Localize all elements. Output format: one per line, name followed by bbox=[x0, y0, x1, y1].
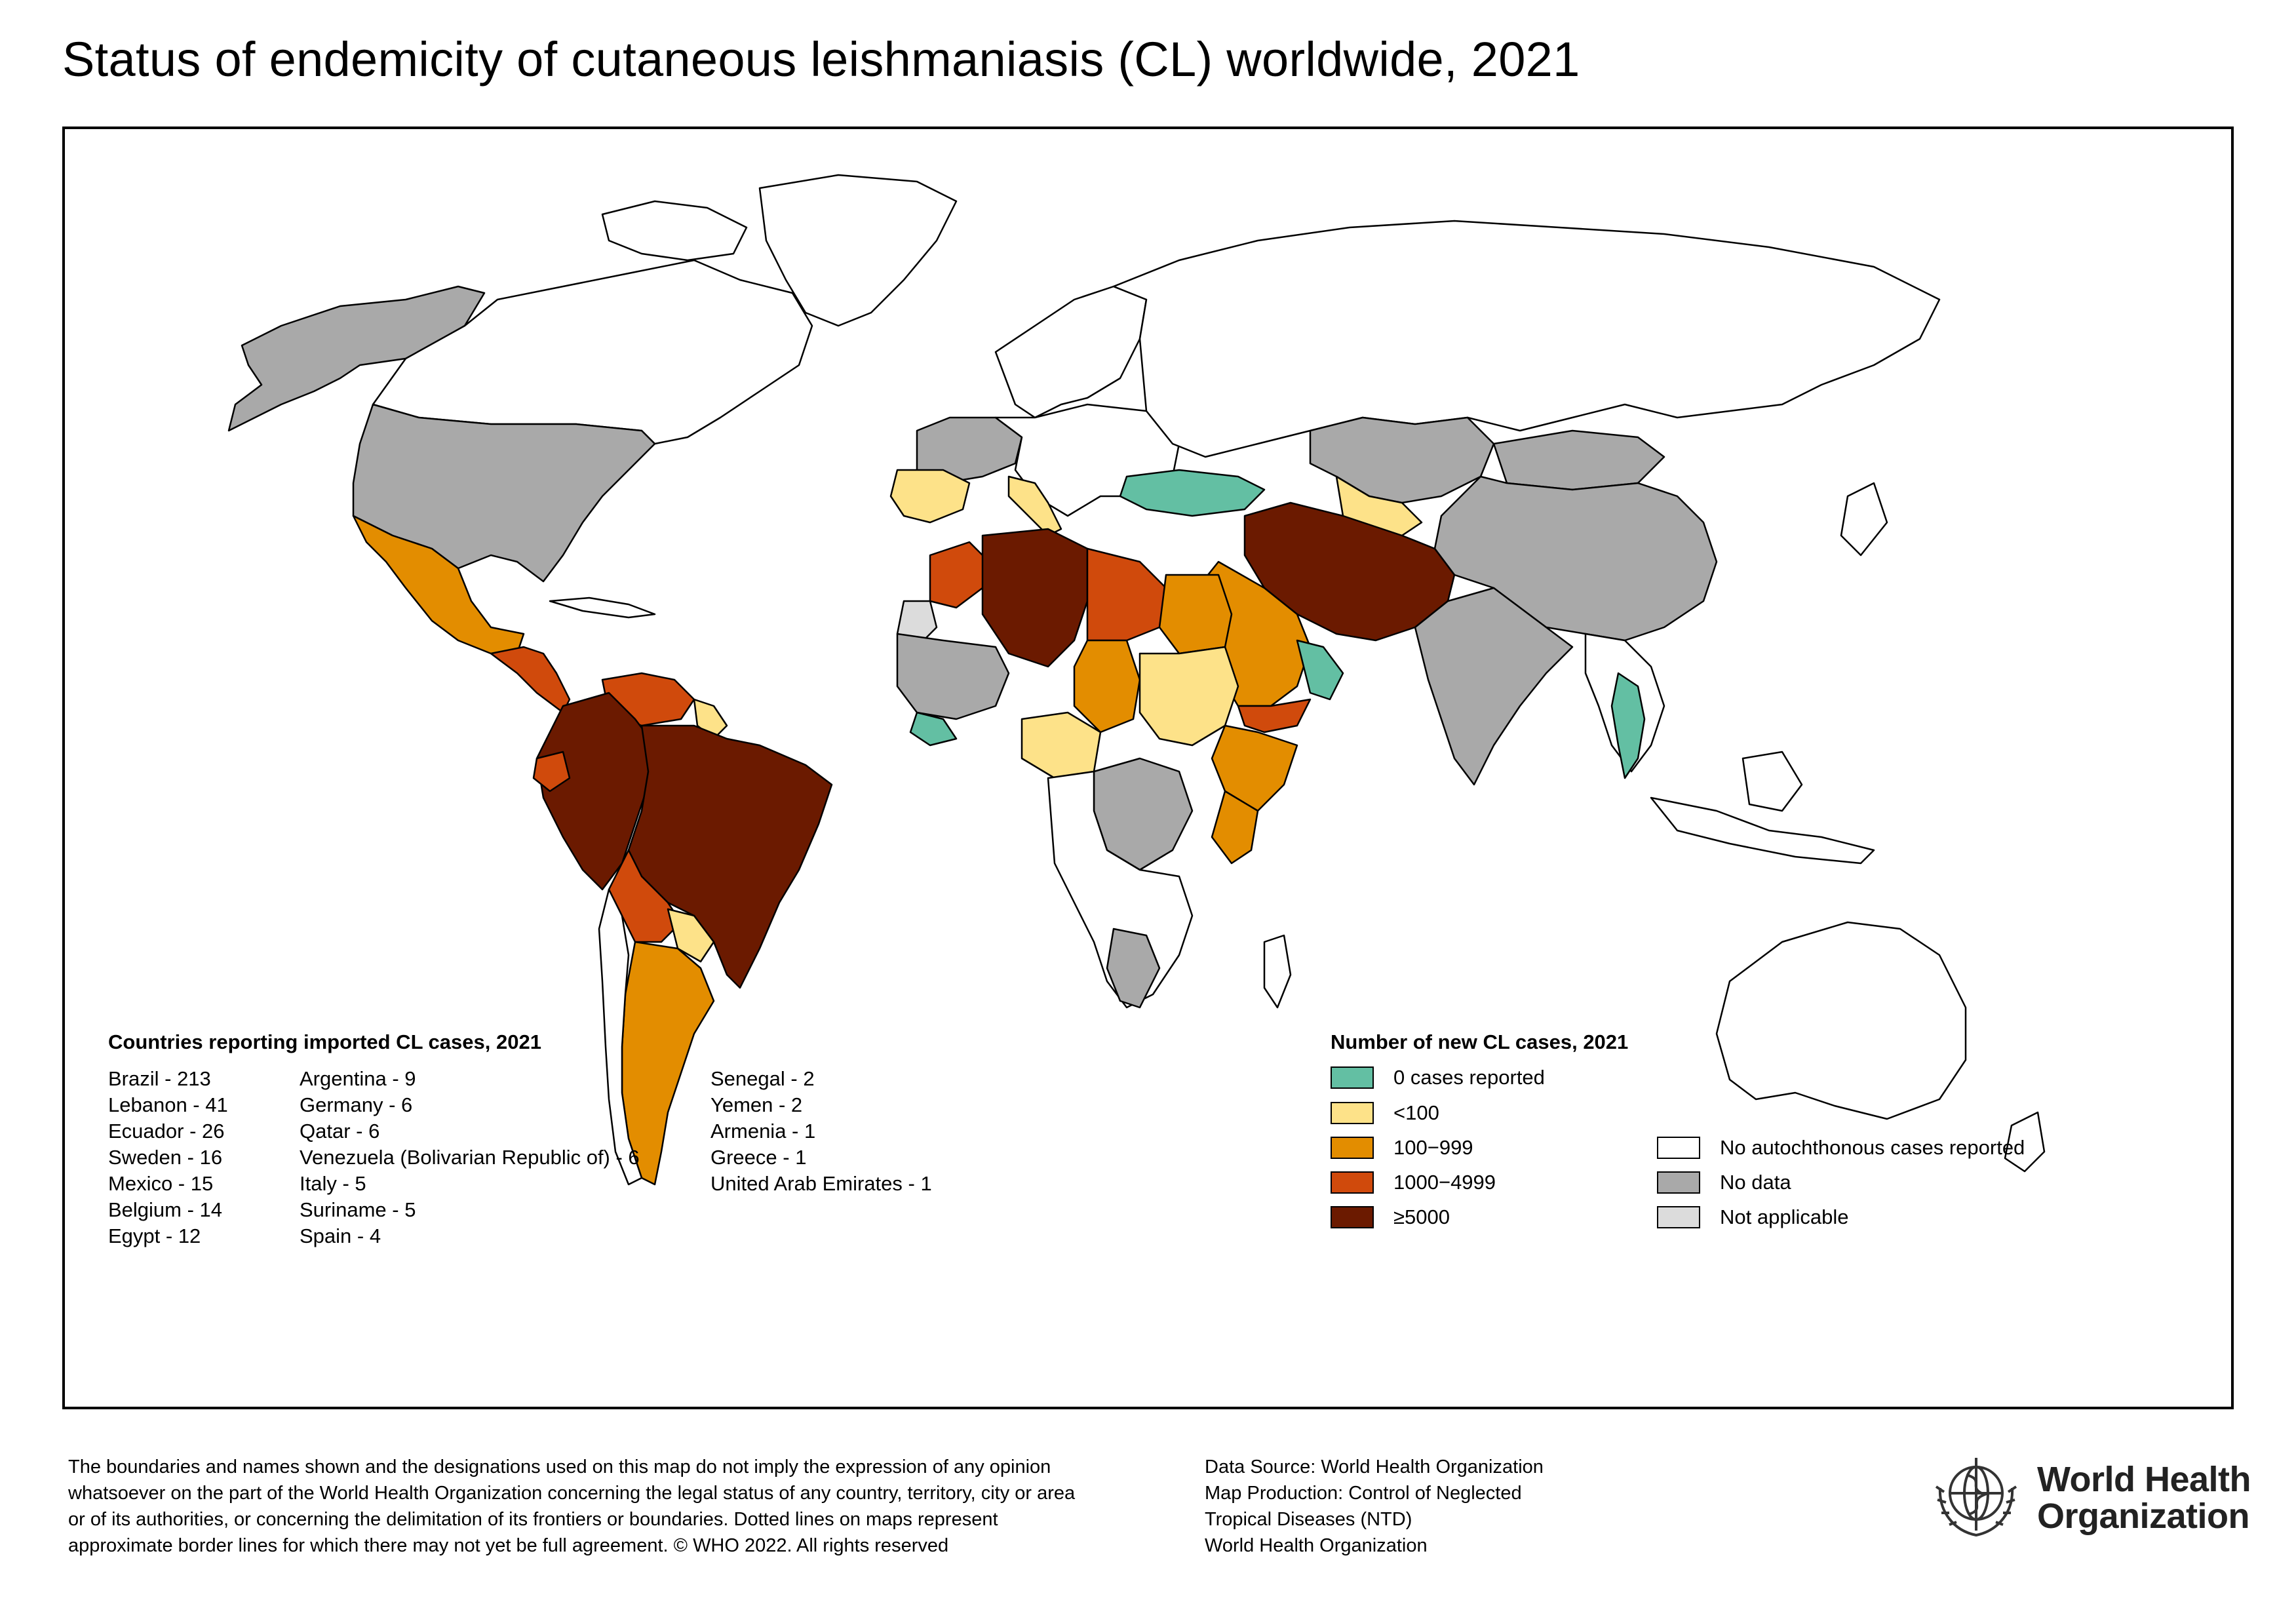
imported-entry: Sweden - 16 bbox=[108, 1146, 223, 1169]
legend-item: 0 cases reported bbox=[1331, 1066, 1545, 1089]
region-spain bbox=[889, 469, 971, 524]
imported-entry: Ecuador - 26 bbox=[108, 1120, 225, 1143]
imported-entry: Greece - 1 bbox=[710, 1146, 807, 1169]
who-emblem-icon bbox=[1935, 1458, 2017, 1537]
region-nigeria bbox=[1021, 711, 1102, 779]
legend-item: <100 bbox=[1331, 1101, 1439, 1125]
imported-entry: Argentina - 9 bbox=[300, 1067, 416, 1090]
region-canada bbox=[372, 259, 813, 445]
imported-entry: Armenia - 1 bbox=[710, 1120, 816, 1143]
imported-entry: Senegal - 2 bbox=[710, 1067, 815, 1090]
legend-item: ≥5000 bbox=[1331, 1205, 1450, 1229]
data-source-line: World Health Organization bbox=[1205, 1535, 1428, 1556]
data-source: Data Source: World Health Organization M… bbox=[1205, 1454, 1544, 1559]
region-caribbean bbox=[549, 596, 656, 619]
data-source-line: Map Production: Control of Neglected bbox=[1205, 1483, 1522, 1504]
legend-swatch bbox=[1657, 1206, 1700, 1228]
region-kazakhstan bbox=[1309, 416, 1495, 504]
region-chad bbox=[1073, 639, 1141, 733]
region-chile bbox=[598, 888, 643, 1186]
region-madagascar bbox=[1263, 934, 1292, 1009]
region-india bbox=[1414, 587, 1574, 786]
imported-entry: Spain - 4 bbox=[300, 1224, 381, 1247]
region-japan bbox=[1840, 482, 1888, 557]
legend-label: ≥5000 bbox=[1393, 1205, 1450, 1228]
who-wordmark: World Health Organization bbox=[2037, 1461, 2251, 1535]
legend-item: Not applicable bbox=[1657, 1205, 1848, 1229]
legend-label: <100 bbox=[1393, 1101, 1439, 1124]
legend-swatch bbox=[1657, 1137, 1700, 1159]
region-ecuador bbox=[532, 751, 571, 792]
region-scandinavia bbox=[994, 285, 1148, 419]
region-new-zealand bbox=[2004, 1111, 2046, 1173]
legend-swatch bbox=[1331, 1066, 1374, 1089]
imported-entry: Venezuela (Bolivarian Republic of) - 6 bbox=[300, 1146, 640, 1169]
region-oman bbox=[1296, 639, 1344, 701]
legend-label: 0 cases reported bbox=[1393, 1066, 1545, 1089]
region-ethiopia bbox=[1211, 724, 1298, 812]
legend-item: No autochthonous cases reported bbox=[1657, 1136, 2025, 1160]
imported-cases-title: Countries reporting imported CL cases, 2… bbox=[108, 1030, 541, 1053]
world-map bbox=[227, 174, 2046, 1186]
legend-label: No data bbox=[1720, 1171, 1791, 1194]
legend-title: Number of new CL cases, 2021 bbox=[1331, 1030, 1629, 1053]
region-yemen bbox=[1237, 698, 1312, 733]
region-mongolia bbox=[1492, 429, 1665, 491]
legend-swatch bbox=[1331, 1137, 1374, 1159]
who-wordmark-line2: Organization bbox=[2037, 1496, 2250, 1536]
region-australia bbox=[1715, 921, 1967, 1120]
imported-entry: Qatar - 6 bbox=[300, 1120, 380, 1143]
legend-label: Not applicable bbox=[1720, 1205, 1849, 1228]
region-libya bbox=[1086, 547, 1167, 642]
region-algeria bbox=[981, 528, 1089, 668]
legend-swatch bbox=[1331, 1171, 1374, 1194]
region-west-coast bbox=[909, 711, 958, 747]
data-source-line: Tropical Diseases (NTD) bbox=[1205, 1509, 1412, 1530]
region-turkey bbox=[1119, 469, 1266, 517]
imported-col-3: Senegal - 2 Yemen - 2 Armenia - 1 Greece… bbox=[710, 1066, 932, 1197]
imported-col-2: Argentina - 9 Germany - 6 Qatar - 6 Vene… bbox=[300, 1066, 640, 1249]
imported-entry: Germany - 6 bbox=[300, 1093, 413, 1116]
region-east-africa bbox=[1047, 770, 1194, 1009]
imported-entry: Egypt - 12 bbox=[108, 1224, 201, 1247]
disclaimer-text: The boundaries and names shown and the d… bbox=[68, 1457, 1076, 1556]
legend-label: 1000−4999 bbox=[1393, 1171, 1496, 1194]
region-russia bbox=[1112, 220, 1941, 458]
region-borneo bbox=[1741, 751, 1803, 812]
region-alaska bbox=[227, 285, 486, 432]
imported-entry: Belgium - 14 bbox=[108, 1198, 223, 1221]
legend-item: No data bbox=[1657, 1171, 1791, 1194]
imported-entry: Lebanon - 41 bbox=[108, 1093, 228, 1116]
region-paraguay bbox=[667, 908, 715, 963]
legend-label: 100−999 bbox=[1393, 1136, 1473, 1159]
region-arctic-islands bbox=[601, 200, 748, 262]
legend-swatch bbox=[1331, 1206, 1374, 1228]
region-greenland bbox=[758, 174, 958, 327]
imported-entry: United Arab Emirates - 1 bbox=[710, 1172, 932, 1195]
legend-item: 100−999 bbox=[1331, 1136, 1473, 1160]
map-title: Status of endemicity of cutaneous leishm… bbox=[62, 32, 1580, 87]
region-morocco bbox=[929, 541, 990, 609]
who-logo: World Health Organization bbox=[1927, 1449, 2251, 1547]
region-indonesia bbox=[1650, 796, 1875, 865]
data-source-line: Data Source: World Health Organization bbox=[1205, 1457, 1544, 1477]
imported-entry: Italy - 5 bbox=[300, 1172, 366, 1195]
region-sahel-west bbox=[896, 633, 1010, 720]
region-kenya bbox=[1211, 790, 1259, 865]
legend-swatch bbox=[1331, 1102, 1374, 1124]
imported-col-1: Brazil - 213 Lebanon - 41 Ecuador - 26 S… bbox=[108, 1066, 228, 1249]
legend-swatch bbox=[1657, 1171, 1700, 1194]
imported-entry: Brazil - 213 bbox=[108, 1067, 211, 1090]
region-egypt bbox=[1158, 574, 1233, 655]
legend-label: No autochthonous cases reported bbox=[1720, 1136, 2025, 1159]
region-thailand bbox=[1610, 672, 1646, 779]
region-central-america bbox=[490, 646, 571, 714]
imported-entry: Mexico - 15 bbox=[108, 1172, 214, 1195]
imported-entry: Suriname - 5 bbox=[300, 1198, 416, 1221]
who-wordmark-line1: World Health bbox=[2037, 1460, 2251, 1499]
imported-entry: Yemen - 2 bbox=[710, 1093, 803, 1116]
map-frame bbox=[62, 127, 2234, 1409]
legend-item: 1000−4999 bbox=[1331, 1171, 1496, 1194]
region-southern-africa bbox=[1106, 928, 1161, 1009]
